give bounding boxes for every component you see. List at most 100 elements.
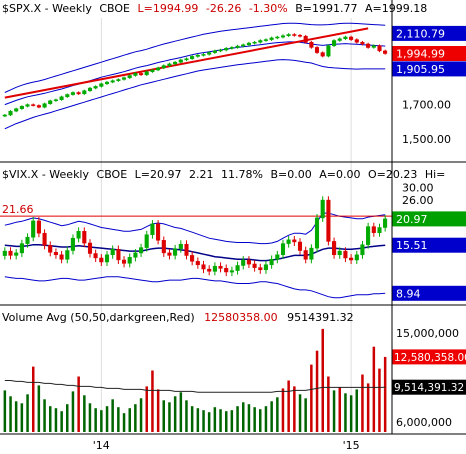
vix-candle [349,257,354,261]
volume-label: Volume Avg (50,50,darkgreen,Red) [2,311,195,324]
vix-candle [212,265,217,272]
volume-bar [71,391,75,432]
volume-bar [259,409,262,432]
volume-bar [60,411,63,432]
vix-candle [167,252,172,256]
vix-candle [48,245,53,253]
volume-bar [298,394,302,432]
volume-header: Volume Avg (50,50,darkgreen,Red) 1258035… [2,311,354,324]
volume-bar [264,406,268,432]
vix-high: Hi= [425,168,446,181]
vix-ask: A=0.00 [319,168,360,181]
spx-candle [76,92,81,95]
vix-candle [139,247,144,254]
vix-candle [297,241,303,251]
spx-last: L=1994.99 [138,2,199,15]
volume-bar [372,346,376,432]
vix-candle [161,240,166,254]
volume-value: 12580358.00 [204,311,277,324]
spx-change-pct: -1.30% [249,2,288,15]
vix-change-pct: 11.78% [221,168,263,181]
vix-candle [286,239,291,244]
spx-candle [212,50,217,53]
spx-candle [110,80,115,83]
vix-candle [275,254,280,260]
vix-value-badge: 20.97 [392,211,466,227]
volume-average-value: 9514391.32 [287,311,353,324]
vix-resistance-label: 21.66 [2,203,34,216]
spx-value-badge: 2,110.79 [392,25,466,41]
spx-candle [297,35,303,37]
vix-candle [19,243,24,254]
spx-candle [201,54,206,56]
vix-candle [25,236,30,244]
spx-candle [178,59,183,63]
vix-candle [292,239,297,243]
spx-candle [31,104,36,106]
spx-candle [360,41,365,45]
volume-bar [100,410,103,432]
vix-candle [269,259,274,266]
volume-bar [270,401,273,432]
vix-tick-label: 26.00 [402,194,434,207]
spx-candle [275,36,280,39]
spx-candle [292,34,297,36]
volume-bar [219,409,222,432]
spx-candle [150,69,155,72]
volume-bar [327,376,330,432]
spx-candle [207,52,212,55]
time-axis-label: '15 [343,439,360,452]
vix-badge-bg [392,285,466,301]
spx-candle [139,73,144,76]
spx-candle [82,90,87,95]
volume-bar [66,404,69,432]
vix-candle [59,254,64,260]
vix-last: L=20.97 [135,168,182,181]
volume-panel: Volume Avg (50,50,darkgreen,Red) 1258035… [2,311,466,432]
vix-candle [178,243,183,250]
spx-candle [383,50,388,54]
vix-change: 2.21 [189,168,214,181]
volume-badge-text: 9,514,391.32 [394,382,464,394]
volume-badge-bg [392,349,466,365]
spx-candle [42,103,47,108]
volume-tick-label: 15,000,000 [396,327,459,340]
spx-candle [349,36,354,40]
vix-candle [241,259,246,266]
spx-badge-bg [392,25,466,41]
spx-change: -26.26 [206,2,241,15]
spx-candle [184,58,189,61]
volume-bar [168,402,171,432]
vix-candle [144,234,149,248]
vix-candle [42,232,47,246]
volume-bar [281,388,285,432]
vix-candle [70,237,75,251]
volume-bar [94,408,97,432]
volume-badge-text: 12,580,358.00 [394,352,466,364]
vix-candle [303,250,308,260]
spx-candle [377,45,382,52]
vix-open: O=20.23 [368,168,417,181]
volume-bar [378,368,381,432]
volume-bar [173,396,177,432]
spx-candle [195,54,200,57]
vix-symbol: $VIX.X - Weekly [2,168,89,181]
vix-candle [121,259,127,264]
spx-candle [104,81,110,85]
spx-candle [252,41,257,44]
vix-candle [235,265,240,271]
spx-candle [320,52,325,57]
volume-bar [207,412,211,432]
spx-candle [127,75,132,79]
volume-bar [26,394,29,432]
volume-bar [179,392,183,432]
vix-candle [377,227,382,233]
volume-tick-label: 6,000,000 [396,416,452,429]
volume-bar [151,370,154,432]
spx-candle [269,37,274,40]
vix-candle [371,226,376,233]
volume-bars [3,328,387,432]
volume-bar [145,386,148,432]
spx-exchange: CBOE [99,2,130,15]
spx-candle [156,67,161,71]
